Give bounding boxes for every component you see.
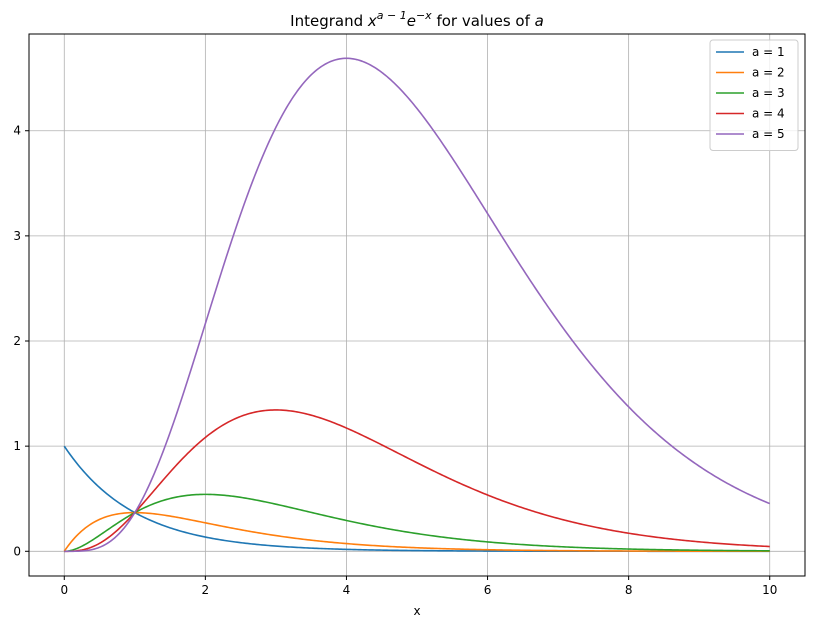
series-line-a5 — [64, 57, 771, 553]
series-lines — [63, 57, 771, 553]
series-line-a3 — [64, 493, 770, 553]
axis-ticks: 0 2 4 6 8 10 0 1 2 3 4 — [13, 124, 777, 597]
x-tick-label: 8 — [625, 583, 633, 597]
legend-label: a = 2 — [752, 66, 785, 80]
plot-area-frame — [28, 33, 806, 577]
legend-box — [709, 39, 799, 151]
title-prefix: Integrand — [290, 12, 368, 30]
x-tick-label: 4 — [343, 583, 351, 597]
y-tick-label: 3 — [13, 229, 21, 243]
legend-label: a = 3 — [752, 86, 785, 100]
title-x-symbol: x — [367, 12, 377, 30]
legend-label: a = 1 — [752, 45, 785, 59]
x-axis-label: x — [413, 604, 420, 618]
x-tick-label: 6 — [484, 583, 492, 597]
title-e-symbol: e — [407, 12, 416, 30]
title-x-exponent: a − 1 — [377, 9, 407, 22]
chart-title: Integrand xa − 1e−x for values of a — [290, 9, 544, 30]
legend-label: a = 4 — [752, 107, 785, 121]
legend: a = 1 a = 2 a = 3 a = 4 a = 5 — [709, 39, 799, 151]
y-tick-label: 1 — [13, 439, 21, 453]
y-tick-label: 2 — [13, 334, 21, 348]
x-tick-label: 2 — [202, 583, 210, 597]
x-tick-label: 0 — [60, 583, 68, 597]
title-suffix: for values of — [432, 12, 535, 30]
title-param: a — [535, 12, 544, 30]
title-e-exponent: −x — [416, 9, 432, 22]
legend-label: a = 5 — [752, 127, 785, 141]
series-line-a4 — [64, 409, 770, 553]
x-tick-label: 10 — [762, 583, 777, 597]
y-tick-label: 4 — [13, 124, 21, 138]
series-line-a2 — [63, 511, 770, 553]
y-tick-label: 0 — [13, 544, 21, 558]
